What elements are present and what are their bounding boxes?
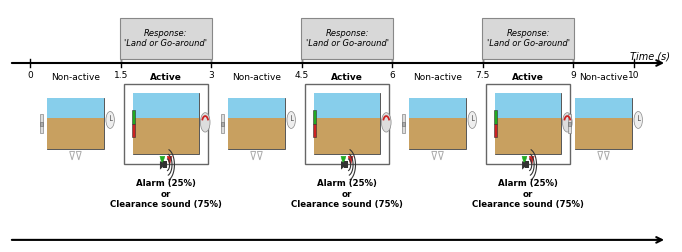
Bar [402,122,405,127]
Bar [312,110,316,123]
Text: 3: 3 [209,72,214,80]
Circle shape [287,111,295,129]
Bar [133,93,199,154]
Circle shape [634,111,642,129]
Circle shape [468,111,477,129]
Text: Time (s): Time (s) [630,52,670,62]
FancyBboxPatch shape [486,84,570,164]
FancyBboxPatch shape [301,18,393,59]
Text: Alarm (25%)
or
Clearance sound (75%): Alarm (25%) or Clearance sound (75%) [472,179,584,209]
Text: 4.5: 4.5 [295,72,309,80]
Bar [47,98,104,149]
Bar [495,93,561,117]
Text: 1.5: 1.5 [113,72,128,80]
Bar [132,110,135,123]
Bar [568,114,571,133]
Polygon shape [341,161,344,170]
Circle shape [381,113,391,132]
Polygon shape [349,156,353,165]
Text: Non-active: Non-active [51,73,100,82]
Bar [575,98,632,149]
Bar [495,93,561,154]
FancyBboxPatch shape [123,84,208,164]
Text: 0: 0 [27,72,33,80]
Polygon shape [167,156,172,165]
Text: Response:
'Land or Go-around': Response: 'Land or Go-around' [306,29,389,48]
FancyBboxPatch shape [305,84,389,164]
Text: Response:
'Land or Go-around': Response: 'Land or Go-around' [125,29,207,48]
Text: Alarm (25%)
or
Clearance sound (75%): Alarm (25%) or Clearance sound (75%) [291,179,403,209]
Circle shape [563,113,572,132]
Bar [133,117,199,154]
Polygon shape [529,156,534,165]
Bar [163,161,166,168]
Bar [409,118,466,149]
Bar [221,114,224,133]
Polygon shape [522,161,525,170]
Bar [344,161,348,168]
Circle shape [106,111,115,129]
Text: 7.5: 7.5 [475,72,490,80]
Bar [228,98,285,118]
Bar [409,98,466,118]
Bar [312,123,316,137]
Bar [402,114,405,133]
Text: Active: Active [331,73,363,82]
Bar [228,98,285,149]
Bar [40,114,43,133]
Bar [228,118,285,149]
Bar [221,122,224,127]
Bar [525,161,529,168]
Bar [132,123,135,137]
FancyBboxPatch shape [482,18,574,59]
Bar [575,98,632,118]
Text: Active: Active [150,73,182,82]
Bar [568,122,571,127]
Text: 10: 10 [628,72,640,80]
Bar [409,98,466,149]
Text: Active: Active [512,73,544,82]
Bar [133,93,199,117]
Text: Response:
'Land or Go-around': Response: 'Land or Go-around' [486,29,569,48]
Bar [494,123,497,137]
Polygon shape [160,161,163,170]
Polygon shape [341,156,346,165]
Text: Non-active: Non-active [413,73,462,82]
Text: 9: 9 [570,72,576,80]
Text: Non-active: Non-active [579,73,628,82]
Bar [494,110,497,123]
Polygon shape [160,156,165,165]
Bar [495,117,561,154]
Bar [47,98,104,118]
Bar [314,93,381,154]
FancyBboxPatch shape [120,18,212,59]
Circle shape [201,113,210,132]
Polygon shape [522,156,527,165]
Bar [314,117,381,154]
Text: 6: 6 [389,72,395,80]
Bar [40,122,43,127]
Bar [314,93,381,117]
Text: Non-active: Non-active [232,73,281,82]
Bar [575,118,632,149]
Bar [47,118,104,149]
Text: Alarm (25%)
or
Clearance sound (75%): Alarm (25%) or Clearance sound (75%) [110,179,222,209]
